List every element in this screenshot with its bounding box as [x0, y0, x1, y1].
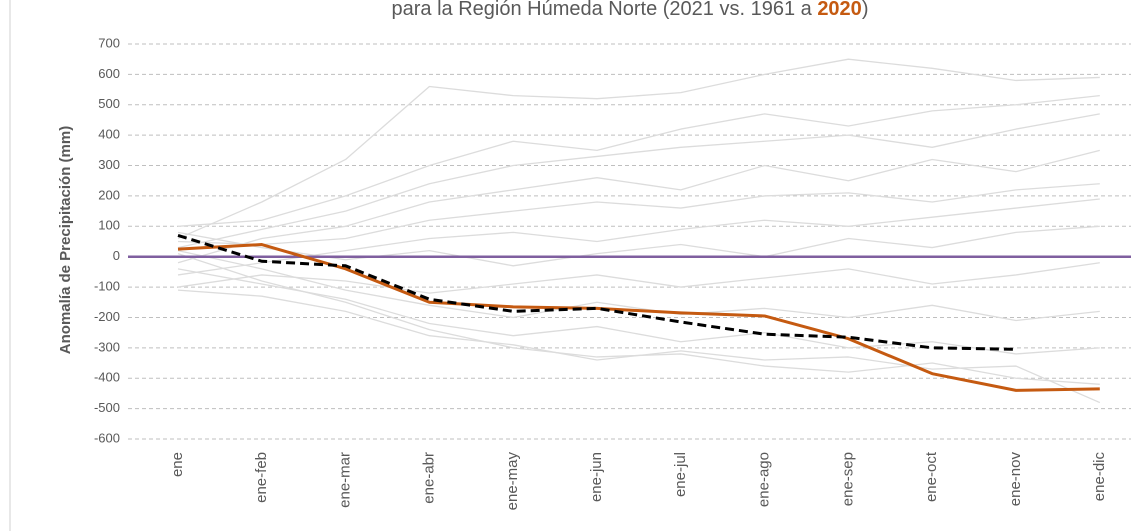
- x-tick-label: ene-feb: [253, 452, 270, 503]
- y-tick-label: -600: [94, 430, 120, 445]
- series-line: [177, 268, 1100, 355]
- series-line: [177, 113, 1100, 249]
- y-tick-label: -300: [94, 339, 120, 354]
- series-line: [177, 149, 1100, 264]
- series-line: [177, 289, 1101, 404]
- y-tick-label: 600: [98, 66, 120, 81]
- series-line: [177, 95, 1100, 227]
- y-tick-label: 700: [98, 35, 120, 50]
- y-tick-label: 0: [113, 248, 120, 263]
- y-tick-label: 100: [98, 218, 120, 233]
- x-tick-label: ene-nov: [1007, 452, 1024, 507]
- y-tick-label: 400: [98, 127, 120, 142]
- y-tick-label: -400: [94, 370, 120, 385]
- y-tick-label: 500: [98, 96, 120, 111]
- y-tick-label: -100: [94, 279, 120, 294]
- y-tick-label: -500: [94, 400, 120, 415]
- y-tick-label: 300: [98, 157, 120, 172]
- series-line: [177, 58, 1100, 240]
- title-part: para la Región Húmeda Norte (2021 vs. 19…: [392, 0, 818, 20]
- series-line: [177, 198, 1100, 276]
- series-line: [177, 249, 1100, 322]
- x-tick-label: ene-jul: [672, 452, 689, 497]
- x-tick-label: ene-oct: [923, 451, 940, 502]
- y-axis-label: Anomalía de Precipitación (mm): [57, 126, 74, 354]
- y-tick-label: 200: [98, 187, 120, 202]
- x-tick-label: ene-ago: [756, 452, 773, 507]
- series-line: [177, 183, 1100, 246]
- series-line: [177, 253, 1100, 385]
- title-part: ): [862, 0, 869, 20]
- x-tick-label: ene-mar: [337, 452, 354, 508]
- x-tick-label: ene: [169, 452, 186, 477]
- x-tick-label: ene-jun: [588, 452, 605, 502]
- title-part: 2020: [817, 0, 862, 20]
- x-tick-label: ene-may: [504, 452, 521, 511]
- y-tick-label: -200: [94, 309, 120, 324]
- x-tick-label: ene-sep: [839, 452, 856, 506]
- series-line: [177, 233, 1017, 351]
- x-tick-label: ene-dic: [1091, 452, 1108, 502]
- series-line: [177, 262, 1100, 294]
- chart-title: para la Región Húmeda Norte (2021 vs. 19…: [392, 0, 869, 20]
- x-tick-label: ene-abr: [420, 452, 437, 504]
